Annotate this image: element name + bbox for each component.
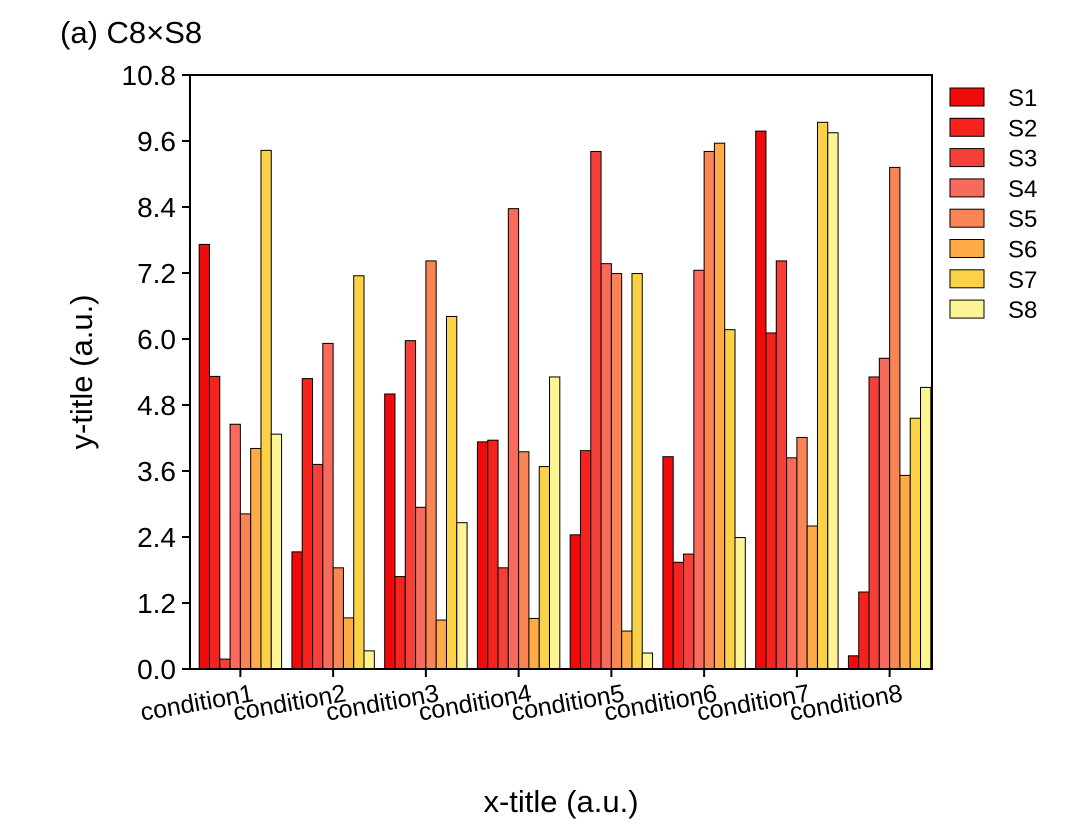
bar-s6-condition8 [899,474,911,670]
chart-title: (a) C8×S8 [60,15,202,50]
bar-s7-condition4 [538,466,551,670]
bar-s8-condition4 [549,376,561,670]
bar-s4-condition1 [229,423,241,670]
legend-label-s3: S3 [1008,146,1037,173]
y-tick-label: 9.6 [137,126,176,157]
bar-s1-condition3 [384,393,396,670]
bar-s2-condition7 [765,332,777,670]
legend-swatch-s4 [949,178,985,198]
bar-s7-condition3 [445,315,458,670]
legend-swatch-s7 [949,269,985,289]
bar-s4-condition4 [507,208,520,670]
bar-s4-condition8 [878,357,891,670]
bar-s8-condition1 [270,433,283,670]
bar-s3-condition3 [404,340,417,670]
bar-s3-condition6 [683,553,695,670]
bar-s1-condition6 [662,456,674,670]
bar-s7-condition8 [909,417,922,670]
bar-s7-condition1 [260,149,272,670]
legend-swatch-s8 [949,299,985,319]
bar-s8-condition3 [456,522,468,670]
plot-frame [189,74,933,670]
legend-label-s1: S1 [1008,85,1037,112]
bar-s3-condition7 [775,260,788,670]
bar-s2-condition1 [208,375,221,670]
bar-s5-condition2 [332,567,344,670]
bar-s7-condition5 [631,273,643,670]
legend-label-s6: S6 [1008,237,1037,264]
y-tick-label: 3.6 [137,456,176,487]
bar-s5-condition7 [796,436,808,670]
legend-swatch-s3 [949,148,985,168]
bar-s4-condition2 [322,342,334,670]
y-tick-label: 1.2 [137,588,176,619]
bar-s3-condition4 [497,567,509,670]
bar-s5-condition3 [425,260,437,670]
legend-label-s8: S8 [1008,297,1037,324]
bar-s7-condition7 [816,121,829,670]
legend-swatch-s5 [949,208,985,228]
bar-s2-condition4 [487,439,499,670]
bar-s2-condition2 [301,378,314,670]
bar-s2-condition6 [672,561,685,670]
y-tick-label: 6.0 [137,324,176,355]
legend-swatch-s2 [949,117,985,137]
y-axis-title: y-title (a.u.) [64,294,99,449]
x-axis-title: x-title (a.u.) [483,784,638,819]
bar-s5-condition1 [239,513,252,670]
bar-s6-condition5 [621,630,633,670]
bar-s8-condition5 [641,652,654,670]
y-tick-label: 10.8 [122,60,177,91]
bar-s7-condition2 [353,275,365,670]
y-tick-label: 2.4 [137,522,176,553]
legend: S1 S2 S3 S4 S5 S6 S7 S8 [949,85,1037,324]
bar-s4-condition7 [786,457,798,670]
bar-s6-condition6 [713,142,726,670]
bar-s4-condition6 [693,269,705,670]
bars-layer [198,121,932,670]
x-axis: condition1condition2condition3condition4… [138,669,905,727]
bar-s5-condition4 [518,451,530,670]
bar-s1-condition1 [198,243,210,670]
bar-s4-condition3 [415,506,427,670]
bar-s1-condition5 [569,534,581,670]
legend-swatch-s1 [949,87,985,107]
bar-s4-condition5 [600,263,612,670]
bar-s3-condition5 [590,150,602,670]
legend-label-s7: S7 [1008,267,1037,294]
legend-label-s5: S5 [1008,206,1037,233]
bar-s6-condition4 [528,617,540,670]
bar-s3-condition8 [868,376,880,670]
y-tick-label: 0.0 [137,654,176,685]
bar-s1-condition4 [476,441,489,670]
legend-label-s2: S2 [1008,115,1037,142]
bar-s2-condition3 [394,576,406,670]
bar-s2-condition5 [579,450,592,670]
y-axis: 0.0 1.2 2.4 3.6 4.8 6.0 7.2 8.4 9.6 10.8 [122,60,190,685]
bar-s6-condition7 [806,525,818,670]
y-tick-label: 4.8 [137,390,176,421]
bar-s1-condition2 [291,551,303,670]
bar-s3-condition2 [312,463,324,670]
bar-s5-condition5 [610,273,623,670]
bar-s8-condition6 [734,537,746,670]
bar-s8-condition8 [920,386,932,670]
bar-s2-condition8 [858,591,870,670]
bar-s6-condition1 [250,447,262,670]
y-tick-label: 8.4 [137,192,176,223]
bar-s3-condition1 [219,658,231,670]
bar-s5-condition6 [703,150,715,670]
bar-s8-condition7 [827,132,839,670]
bar-s6-condition3 [435,619,447,670]
legend-label-s4: S4 [1008,176,1037,203]
bar-s8-condition2 [363,650,375,670]
y-tick-label: 7.2 [137,258,176,289]
bar-s6-condition2 [342,617,355,670]
bar-s1-condition7 [755,130,767,670]
legend-swatch-s6 [949,239,985,258]
bar-s7-condition6 [724,329,736,670]
bar-s5-condition8 [889,166,901,670]
bar-s1-condition8 [847,655,860,670]
